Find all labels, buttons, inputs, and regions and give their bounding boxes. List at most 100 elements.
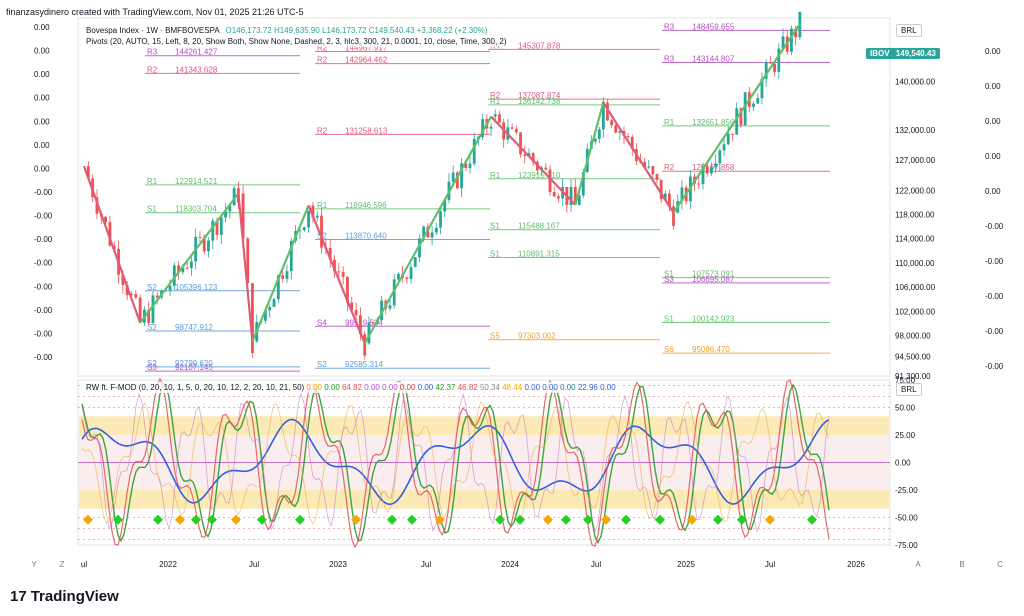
candle-body [481, 119, 485, 137]
signal-marker [153, 514, 163, 525]
candle-body [151, 295, 155, 323]
signal-marker [561, 514, 571, 525]
osc-line-red [81, 377, 830, 549]
left-scale-label: -0.00 [34, 353, 53, 362]
candle-body [268, 307, 272, 311]
signal-marker [713, 514, 723, 525]
time-axis-label: Jul [249, 560, 259, 569]
candle-body [228, 205, 232, 212]
candle-body [601, 101, 605, 130]
candle-body [743, 92, 747, 126]
right-scale-label: -0.00 [985, 257, 1004, 266]
pivot-value: 92107.145 [175, 363, 213, 372]
signal-marker [583, 514, 593, 525]
candle-body [464, 163, 468, 169]
candle-body [647, 166, 651, 168]
pivot-value: 125167.858 [692, 163, 735, 172]
zigzag-segment [82, 165, 142, 324]
pivots-legend[interactable]: Pivots (20, AUTO, 15, Left, 8, 20, Show … [82, 36, 511, 47]
candle-body [672, 206, 675, 226]
candle-body [434, 227, 438, 233]
candle-body [722, 144, 726, 151]
signal-marker [655, 514, 665, 525]
pivot-value: 136142.738 [518, 97, 561, 106]
candle-body [581, 172, 585, 196]
candle-body [731, 133, 734, 135]
candle-body [593, 138, 597, 142]
left-scale-label: -0.00 [34, 306, 53, 315]
left-scale-label: 0.00 [34, 94, 50, 103]
zigzag-segment [602, 102, 675, 214]
candle-body [207, 240, 210, 252]
candle-body [371, 322, 375, 324]
oscillator-value: 42.37 [433, 383, 456, 392]
candle-body [241, 193, 245, 239]
candle-body [251, 283, 254, 353]
left-scale-label: 0.00 [34, 23, 50, 32]
zigzag-segment [139, 192, 240, 324]
nav-letter: Y [31, 560, 37, 569]
oscillator-value: 0.00 [397, 383, 416, 392]
candle-body [363, 334, 367, 356]
pivot-value: 132651.856 [692, 118, 735, 127]
pivot-label: S4 [317, 318, 327, 327]
osc-axis-label: -75.00 [895, 541, 918, 550]
candle-body [367, 322, 371, 344]
pivot-value: 118946.596 [345, 201, 387, 210]
candle-body [468, 163, 472, 169]
nav-letter: B [959, 560, 964, 569]
pivot-value: 99519.534 [345, 318, 383, 327]
oscillator-value: 64.82 [339, 383, 363, 392]
left-scale-label: -0.00 [34, 329, 53, 338]
oscillator-legend[interactable]: RW ft. F-MOD (0, 20, 10, 1, 5, 0, 20, 10… [82, 382, 620, 393]
pivot-value: 118303.704 [175, 205, 217, 214]
currency-label-main[interactable]: BRL [896, 24, 922, 37]
left-scale-label: -0.00 [34, 259, 53, 268]
signal-marker [175, 514, 185, 525]
candle-body [735, 108, 739, 135]
pivot-value: 137087.874 [518, 91, 561, 100]
left-scale-label: 0.00 [34, 141, 50, 150]
candle-body [794, 28, 798, 38]
pivot-label: R3 [664, 54, 675, 63]
nav-letter: C [997, 560, 1003, 569]
pivot-label: S1 [664, 315, 674, 324]
pivot-value: 92585.314 [345, 360, 383, 369]
candle-body [130, 294, 133, 296]
signal-marker [621, 514, 631, 525]
pivot-label: R2 [317, 126, 328, 135]
pivot-label: S2 [147, 323, 157, 332]
candle-body [138, 297, 142, 322]
oscillator-value: 0.00 [557, 383, 576, 392]
left-scale-label: 0.00 [34, 164, 50, 173]
price-axis-label: 91,300.00 [895, 372, 931, 381]
candle-body [413, 257, 417, 267]
oscillator-value: 0.00 [540, 383, 558, 392]
candle-body [346, 276, 349, 303]
osc-band-upper [79, 416, 889, 435]
candle-body [168, 285, 172, 291]
candle-body [618, 130, 622, 133]
price-axis-label: 102,000.00 [895, 307, 936, 316]
pivot-label: S1 [490, 222, 500, 231]
candle-body [552, 191, 556, 197]
oscillator-value: 0.00 [306, 383, 322, 392]
currency-label-osc[interactable]: BRL [896, 383, 922, 396]
candle-body [219, 217, 223, 235]
candle-body [121, 274, 125, 285]
candle-body [493, 114, 497, 117]
oscillator-value: 48.44 [499, 383, 523, 392]
candle-body [626, 136, 630, 138]
pivot-value: 98747.912 [175, 323, 213, 332]
pivot-value: 105396.123 [175, 283, 218, 292]
zigzag-segment [251, 205, 310, 342]
signal-marker [515, 514, 525, 525]
candle-body [104, 216, 107, 223]
author-caption: finanzasydinero created with TradingView… [6, 7, 304, 17]
pivot-value: 100142.923 [692, 315, 735, 324]
price-axis-label: 122,000.00 [895, 186, 936, 195]
price-axis-label: 94,500.00 [895, 353, 931, 362]
candle-body [597, 129, 601, 139]
candle-body [320, 215, 323, 248]
